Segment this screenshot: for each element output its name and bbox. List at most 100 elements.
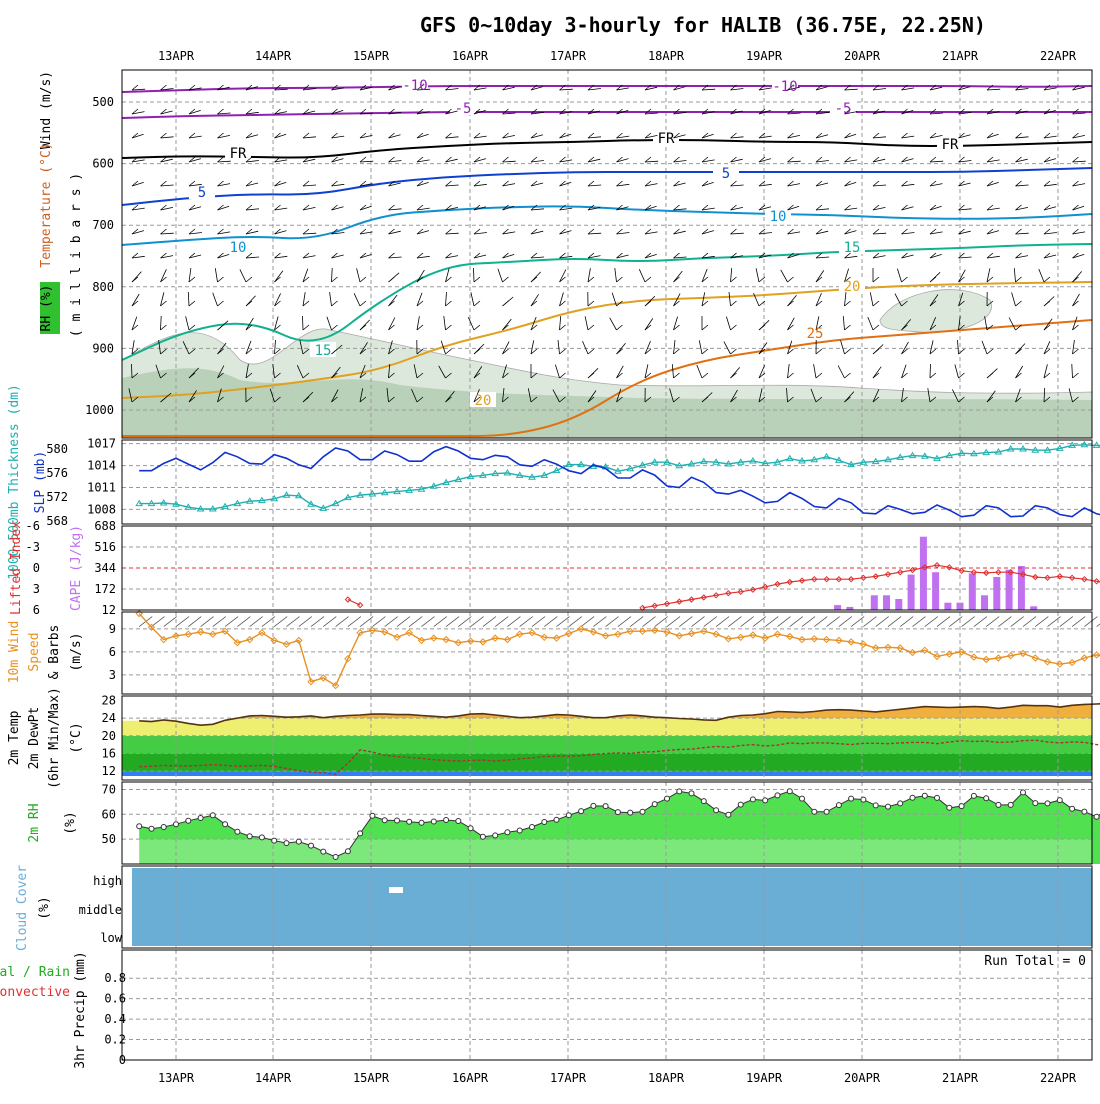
rh-line-point bbox=[812, 809, 817, 814]
date-label-bottom: 14APR bbox=[255, 1071, 292, 1085]
rh-line-point bbox=[628, 810, 633, 815]
contour-label: -5 bbox=[835, 101, 852, 117]
wind-tick-label: 9 bbox=[109, 622, 116, 636]
precip-tick-label: 0.6 bbox=[104, 992, 126, 1006]
ylabel-rh: RH (%) bbox=[39, 285, 54, 332]
cape-tick-label: 12 bbox=[102, 603, 116, 617]
contour-label: 10 bbox=[230, 240, 247, 256]
temp-floor bbox=[122, 776, 1092, 780]
rh-line-point bbox=[935, 795, 940, 800]
ylabel-slp: SLP (mb) bbox=[33, 451, 48, 514]
cape-bar bbox=[944, 603, 951, 610]
rh-line-point bbox=[615, 810, 620, 815]
wind-tick-label: 3 bbox=[109, 668, 116, 682]
ylabel-cloud-unit: (%) bbox=[37, 896, 52, 919]
rh-line-point bbox=[542, 820, 547, 825]
rh-line-point bbox=[996, 802, 1001, 807]
rh-line-point bbox=[800, 796, 805, 801]
cape-bar bbox=[969, 573, 976, 610]
rh-line-point bbox=[566, 813, 571, 818]
rh-tick-label: 70 bbox=[102, 782, 116, 796]
date-label-top: 21APR bbox=[942, 49, 979, 63]
cloud-gap bbox=[389, 887, 403, 893]
ylabel-wind-3: & Barbs bbox=[47, 625, 62, 680]
rh-line-point bbox=[898, 801, 903, 806]
contour-label: -10 bbox=[772, 79, 797, 95]
mb-tick-label: 1000 bbox=[85, 403, 114, 417]
rh-line-point bbox=[947, 805, 952, 810]
wind-tick-label: 6 bbox=[109, 645, 116, 659]
rh-line-point bbox=[787, 789, 792, 794]
rh-line-point bbox=[959, 804, 964, 809]
rh-line-point bbox=[210, 813, 215, 818]
rh-line-point bbox=[345, 849, 350, 854]
thickness-tick-label: 576 bbox=[46, 466, 68, 480]
rh-line-point bbox=[677, 789, 682, 794]
cape-tick-label: 688 bbox=[94, 519, 116, 533]
rh-line-point bbox=[382, 818, 387, 823]
slp-tick-label: 1017 bbox=[87, 437, 116, 451]
rh-line-point bbox=[763, 798, 768, 803]
rh-line-point bbox=[395, 818, 400, 823]
slp-tick-label: 1008 bbox=[87, 502, 116, 516]
ylabel-cape: CAPE (J/kg) bbox=[69, 525, 84, 611]
rh-line-point bbox=[223, 822, 228, 827]
run-total: Run Total = 0 bbox=[984, 954, 1086, 969]
rh-line-point bbox=[358, 831, 363, 836]
contour-label: -10 bbox=[402, 78, 427, 94]
temp-tick-label: 24 bbox=[102, 711, 116, 725]
date-label-top: 17APR bbox=[550, 49, 587, 63]
mb-tick-label: 600 bbox=[92, 157, 114, 171]
temp-band bbox=[122, 754, 1092, 772]
cape-bar bbox=[1030, 606, 1037, 610]
cloud-tick-label: middle bbox=[79, 903, 122, 917]
rh-lower-tint bbox=[122, 839, 1092, 864]
ylabel-wind: Wind (m/s) bbox=[39, 71, 54, 149]
temp-tick-label: 20 bbox=[102, 729, 116, 743]
rh-line-point bbox=[198, 816, 203, 821]
rh-line-point bbox=[910, 795, 915, 800]
mb-tick-label: 900 bbox=[92, 341, 114, 355]
ylabel-cloud: Cloud Cover bbox=[15, 865, 30, 951]
rh-line-point bbox=[493, 833, 498, 838]
rh-line-point bbox=[1033, 801, 1038, 806]
temp-tick-label: 12 bbox=[102, 764, 116, 778]
cloud-tick-label: high bbox=[93, 874, 122, 888]
rh-line-point bbox=[1057, 798, 1062, 803]
thickness-tick-label: 572 bbox=[46, 490, 68, 504]
rh-tick-label: 60 bbox=[102, 807, 116, 821]
rh-line-point bbox=[284, 841, 289, 846]
rh-line-point bbox=[861, 797, 866, 802]
rh-line-point bbox=[1021, 790, 1026, 795]
li-tick-label: -3 bbox=[26, 540, 40, 554]
rh-line-point bbox=[333, 855, 338, 860]
cape-bar bbox=[1006, 570, 1013, 610]
rh-line-point bbox=[849, 796, 854, 801]
rh-line-point bbox=[738, 802, 743, 807]
ylabel-temperature: Temperature (°C) bbox=[39, 142, 54, 267]
ylabel-temp-3: (6hr Min/Max) bbox=[47, 687, 62, 789]
contour-label: 10 bbox=[770, 209, 787, 225]
mb-tick-label: 500 bbox=[92, 95, 114, 109]
wind-barb bbox=[474, 268, 475, 282]
li-tick-label: -6 bbox=[26, 519, 40, 533]
li-tick-label: 3 bbox=[33, 582, 40, 596]
ylabel-wind-4: (m/s) bbox=[69, 632, 84, 671]
mb-tick-label: 800 bbox=[92, 280, 114, 294]
rh-tick-label: 50 bbox=[102, 832, 116, 846]
contour-label: 5 bbox=[198, 185, 206, 201]
wind-barb bbox=[930, 364, 931, 378]
date-label-bottom: 16APR bbox=[452, 1071, 489, 1085]
cape-bar bbox=[834, 605, 841, 610]
ylabel-millibars: ( m i l l i b a r s ) bbox=[69, 173, 84, 337]
precip-tick-label: 0.8 bbox=[104, 971, 126, 985]
mb-tick-label: 700 bbox=[92, 218, 114, 232]
rh-line-point bbox=[161, 825, 166, 830]
cape-bar bbox=[981, 595, 988, 610]
date-label-top: 15APR bbox=[353, 49, 390, 63]
rh-line-point bbox=[971, 793, 976, 798]
rh-line-point bbox=[272, 838, 277, 843]
thickness-tick-label: 568 bbox=[46, 514, 68, 528]
date-label-bottom: 20APR bbox=[844, 1071, 881, 1085]
rh-line-point bbox=[370, 813, 375, 818]
